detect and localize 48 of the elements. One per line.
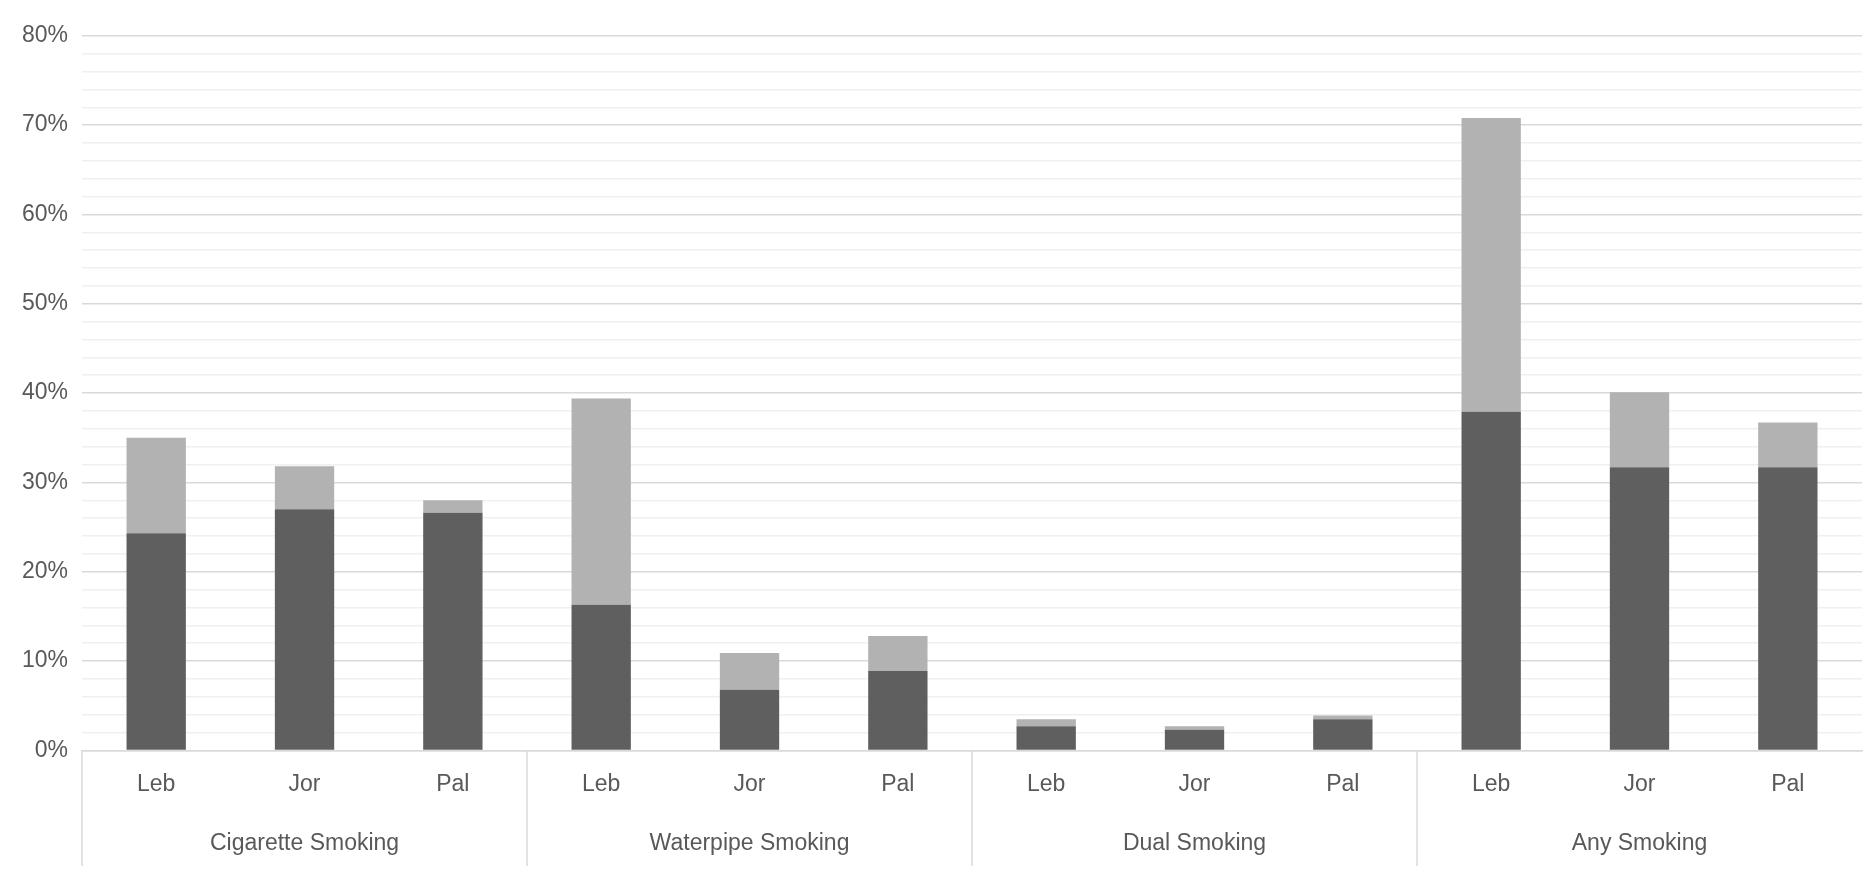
bar bbox=[126, 533, 186, 750]
bar bbox=[274, 466, 335, 510]
y-tick-label: 20% bbox=[21, 557, 69, 584]
bar bbox=[1609, 467, 1670, 750]
bar bbox=[571, 604, 631, 750]
x-tick-label: Leb bbox=[582, 769, 621, 796]
bar bbox=[571, 398, 631, 605]
x-tick-label: Jor bbox=[1623, 769, 1656, 796]
text: Cigarette Smoking bbox=[209, 829, 400, 856]
bar bbox=[1016, 726, 1076, 750]
y-tick-label: 60% bbox=[21, 199, 69, 226]
y-tick-label: 50% bbox=[21, 289, 69, 316]
y-tick-label: 30% bbox=[21, 467, 69, 494]
text: Dual Smoking bbox=[1122, 829, 1267, 856]
bar bbox=[1164, 726, 1225, 730]
bar bbox=[1758, 467, 1818, 750]
x-tick-label: Jor bbox=[733, 769, 766, 796]
bar bbox=[423, 500, 483, 513]
bar bbox=[126, 437, 186, 534]
bar bbox=[719, 653, 780, 690]
bar bbox=[1609, 392, 1670, 468]
x-tick-label: Leb bbox=[1471, 769, 1511, 796]
y-tick-label: 70% bbox=[21, 110, 69, 137]
bar bbox=[868, 636, 928, 671]
x-tick-label: Leb bbox=[137, 769, 176, 796]
y-tick-label: 80% bbox=[21, 21, 69, 48]
bar bbox=[1313, 719, 1373, 750]
x-tick-label: Pal bbox=[1771, 769, 1805, 796]
bar bbox=[719, 689, 780, 750]
x-tick-label: Pal bbox=[1326, 769, 1360, 796]
y-tick-label: 0% bbox=[34, 735, 69, 762]
x-tick-label: Leb bbox=[1026, 769, 1066, 796]
x-tick-label: Jor bbox=[1178, 769, 1211, 796]
x-tick-label: Jor bbox=[288, 769, 321, 796]
bar bbox=[1164, 729, 1225, 750]
bar bbox=[274, 509, 335, 750]
bar bbox=[1461, 411, 1521, 750]
bar bbox=[423, 512, 483, 750]
text: Waterpipe Smoking bbox=[649, 829, 850, 856]
text: Any Smoking bbox=[1571, 829, 1708, 856]
bar bbox=[1016, 719, 1076, 727]
bar bbox=[1758, 422, 1818, 468]
y-tick-label: 40% bbox=[21, 378, 69, 405]
x-tick-label: Pal bbox=[881, 769, 915, 796]
bar bbox=[1461, 117, 1521, 412]
x-tick-label: Pal bbox=[436, 769, 470, 796]
bar bbox=[868, 670, 928, 750]
y-tick-label: 10% bbox=[21, 646, 69, 673]
